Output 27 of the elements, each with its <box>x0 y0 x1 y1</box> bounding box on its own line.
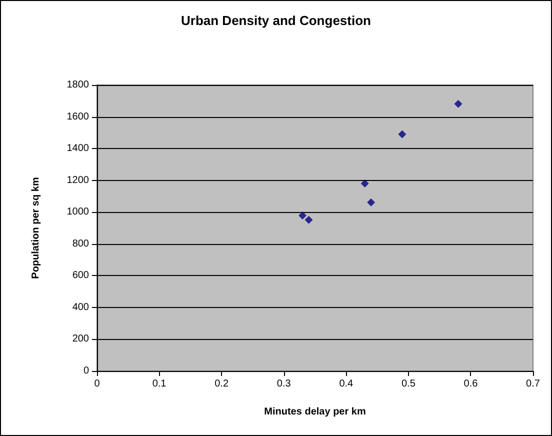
x-tick-label: 0 <box>94 378 100 390</box>
y-tick-label: 1200 <box>66 174 90 186</box>
x-tick-label: 0.4 <box>339 378 354 390</box>
y-tick-label: 800 <box>72 238 90 250</box>
y-tick-label: 400 <box>72 302 90 313</box>
y-tick-label: 1600 <box>66 111 90 122</box>
y-tick-label: 600 <box>72 270 90 282</box>
x-tick-label: 0.5 <box>401 378 416 390</box>
y-tick-label: 200 <box>72 334 90 345</box>
y-tick-label: 0 <box>83 366 90 376</box>
point <box>367 198 376 206</box>
y-tick-label: 1800 <box>66 80 90 90</box>
x-tick-label: 0.2 <box>214 378 229 390</box>
point <box>398 130 406 138</box>
point <box>454 100 462 108</box>
y-axis-title: Population per sq km <box>30 177 42 279</box>
y-tick-label: 1400 <box>66 143 90 154</box>
x-tick-label: 0.3 <box>276 378 292 390</box>
x-tick-label: 0.6 <box>464 378 478 390</box>
point <box>360 180 369 188</box>
x-tick-label: 0.1 <box>152 378 167 390</box>
x-axis-title: Minutes delay per km <box>264 406 366 418</box>
point <box>298 211 307 220</box>
x-tick-label: 0.7 <box>526 378 540 390</box>
chart-title: Urban Density and Congestion <box>181 13 372 28</box>
y-tick-label: 1000 <box>66 206 90 218</box>
point <box>304 216 313 224</box>
